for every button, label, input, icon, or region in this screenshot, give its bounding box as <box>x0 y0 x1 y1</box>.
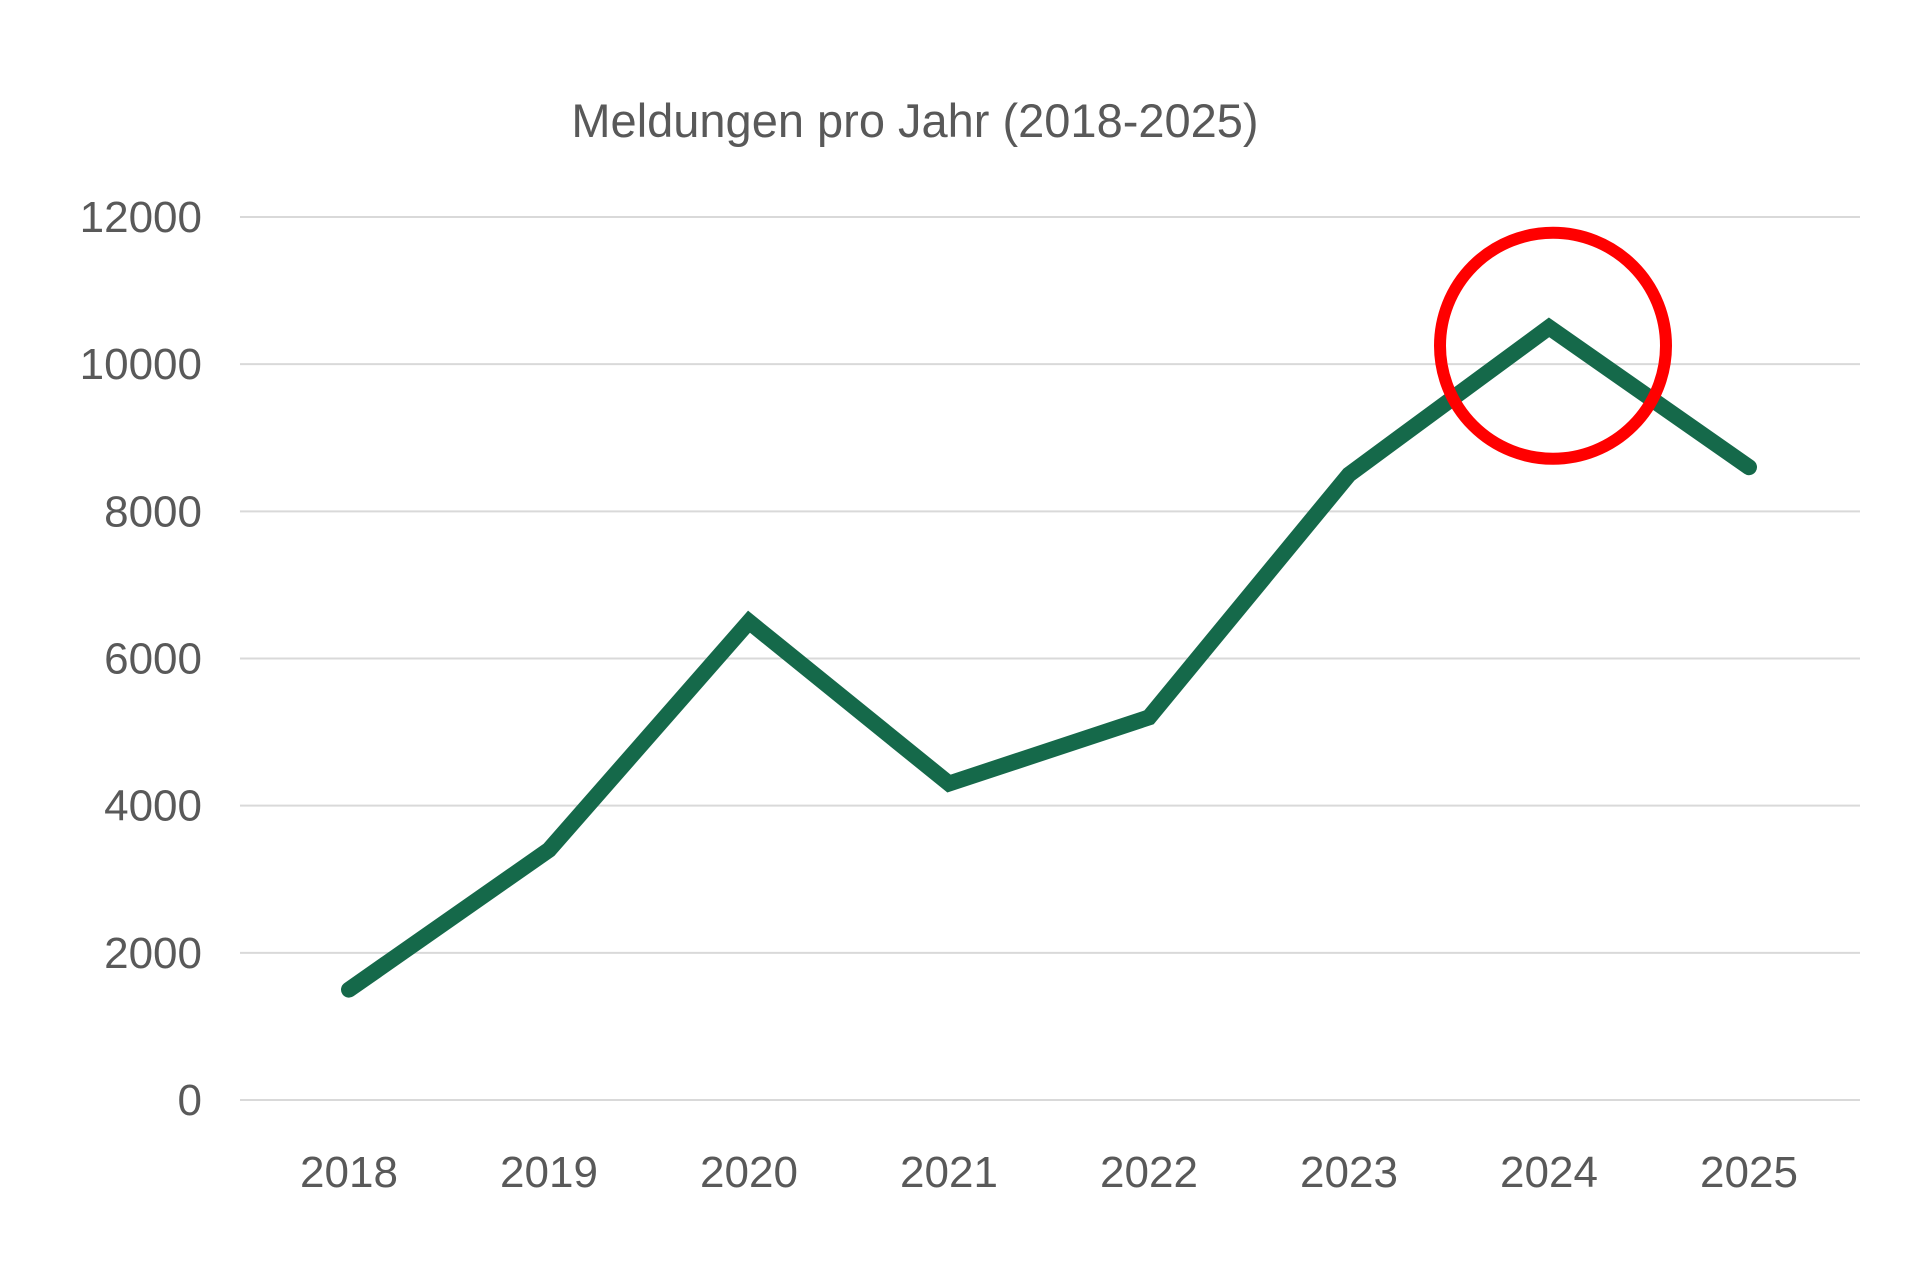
chart-title: Meldungen pro Jahr (2018-2025) <box>571 94 1258 147</box>
y-tick-label: 6000 <box>104 635 202 684</box>
data-series-line <box>341 317 1757 998</box>
highlight-circle-annotation <box>1434 226 1672 465</box>
x-tick-label: 2018 <box>300 1148 398 1197</box>
y-tick-label: 12000 <box>80 193 202 242</box>
x-tick-label: 2019 <box>500 1148 598 1197</box>
y-tick-label: 2000 <box>104 929 202 978</box>
x-axis-tick-labels: 2018 2019 2020 2021 2022 2023 2024 2025 <box>300 1148 1798 1197</box>
x-tick-label: 2022 <box>1100 1148 1198 1197</box>
y-tick-label: 0 <box>178 1076 202 1125</box>
y-axis-tick-labels: 0 2000 4000 6000 8000 10000 12000 <box>80 193 202 1125</box>
y-tick-label: 8000 <box>104 487 202 536</box>
x-tick-label: 2020 <box>700 1148 798 1197</box>
x-tick-label: 2025 <box>1700 1148 1798 1197</box>
x-tick-label: 2023 <box>1300 1148 1398 1197</box>
x-tick-label: 2024 <box>1500 1148 1598 1197</box>
x-tick-label: 2021 <box>900 1148 998 1197</box>
y-tick-label: 10000 <box>80 340 202 389</box>
y-tick-label: 4000 <box>104 782 202 831</box>
gridlines <box>240 216 1860 1101</box>
